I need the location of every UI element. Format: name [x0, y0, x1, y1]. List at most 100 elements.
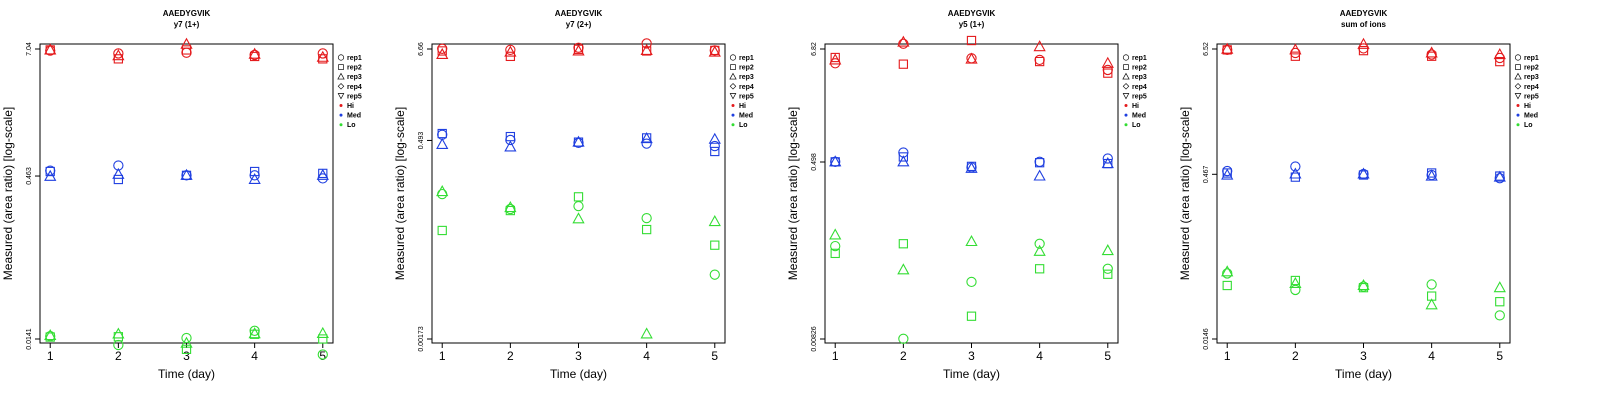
- series-med-rep3: [44, 167, 329, 185]
- data-point: [181, 344, 192, 354]
- x-tick-label: 3: [968, 349, 975, 363]
- data-point: [316, 168, 329, 180]
- data-point: [1290, 51, 1301, 61]
- legend-marker: [1515, 64, 1521, 70]
- chart-title: AAEDYGVIK: [948, 9, 996, 18]
- legend-marker: [337, 93, 345, 100]
- data-point: [1221, 168, 1234, 180]
- data-point: [112, 327, 125, 339]
- series-hi-rep3: [436, 43, 721, 60]
- data-point: [1493, 170, 1506, 182]
- data-point: [1033, 169, 1046, 181]
- y-tick-label: 0.498: [811, 153, 818, 171]
- legend-marker: [1124, 113, 1128, 117]
- legend-label: rep5: [1132, 93, 1147, 100]
- legend-label: rep1: [347, 55, 362, 62]
- data-point: [504, 201, 517, 213]
- chart-title: AAEDYGVIK: [1340, 9, 1388, 18]
- legend-marker: [1123, 64, 1129, 70]
- data-point: [249, 166, 260, 177]
- data-point: [180, 168, 193, 180]
- data-point: [641, 38, 652, 49]
- series-lo-rep3: [829, 228, 1114, 275]
- data-point: [504, 140, 517, 152]
- data-point: [708, 45, 721, 57]
- legend-marker: [339, 123, 343, 127]
- x-tick-label: 1: [47, 349, 54, 363]
- data-point: [504, 45, 517, 57]
- x-tick-label: 4: [643, 349, 650, 363]
- y-tick-label: 7.04: [26, 42, 33, 56]
- legend-label: rep1: [739, 55, 754, 62]
- x-tick-label: 2: [900, 349, 907, 363]
- legend-label: rep4: [739, 84, 754, 91]
- data-point: [1289, 43, 1302, 55]
- legend-marker: [729, 72, 737, 80]
- data-point: [1102, 64, 1113, 76]
- legend-label: rep5: [347, 93, 362, 100]
- data-point: [436, 137, 449, 149]
- x-tick-label: 4: [1036, 349, 1043, 363]
- data-point: [44, 169, 57, 181]
- data-point: [316, 326, 329, 338]
- chart-title: AAEDYGVIK: [163, 9, 211, 18]
- series-hi-rep3: [44, 37, 329, 62]
- legend-shape: [337, 72, 345, 80]
- legend-marker: [1514, 72, 1522, 80]
- data-point: [573, 192, 584, 202]
- data-point: [572, 212, 585, 224]
- data-point: [966, 276, 977, 288]
- legend-label: rep5: [739, 93, 754, 100]
- y-tick-label: 0.0146: [1203, 328, 1210, 350]
- data-point: [1357, 278, 1370, 291]
- data-point: [1495, 56, 1505, 67]
- data-point: [1101, 244, 1114, 256]
- series-med-rep1: [437, 129, 720, 152]
- data-point: [1221, 265, 1234, 277]
- x-tick-label: 3: [1360, 349, 1367, 363]
- legend-label: Hi: [1132, 103, 1139, 110]
- data-point: [1034, 54, 1045, 66]
- series-med-rep3: [436, 132, 721, 152]
- legend-shape: [337, 83, 345, 90]
- data-point: [1425, 46, 1438, 58]
- data-point: [640, 43, 653, 55]
- series-lo-rep1: [437, 188, 720, 280]
- data-point: [965, 52, 978, 64]
- series-hi-rep1: [437, 38, 720, 56]
- data-point: [710, 146, 720, 157]
- legend-label: rep1: [1524, 55, 1539, 62]
- data-point: [709, 269, 720, 280]
- legend-shape: [1514, 72, 1522, 80]
- y-tick-label: 0.00826: [811, 326, 818, 351]
- x-axis-label: Time (day): [158, 367, 215, 381]
- data-point: [573, 200, 584, 212]
- data-point: [505, 44, 516, 56]
- legend-label: Hi: [1524, 103, 1531, 110]
- legend-shape: [1122, 83, 1130, 90]
- series-lo-rep2: [437, 192, 720, 250]
- legend-label: rep3: [1524, 74, 1539, 81]
- data-point: [1033, 244, 1046, 256]
- legend-marker: [339, 113, 343, 117]
- legend-label: Med: [347, 113, 361, 120]
- legend-label: rep3: [347, 74, 362, 81]
- legend-label: rep4: [1132, 84, 1147, 91]
- data-point: [708, 132, 721, 144]
- y-tick-label: 6.66: [418, 42, 425, 56]
- data-point: [641, 224, 652, 235]
- data-point: [317, 48, 328, 59]
- data-point: [1425, 298, 1438, 310]
- data-point: [966, 35, 977, 46]
- data-point: [317, 349, 328, 360]
- legend-marker: [730, 64, 736, 70]
- data-point: [965, 234, 978, 247]
- legend-marker: [1122, 93, 1130, 100]
- legend-marker: [1124, 123, 1128, 127]
- legend-marker: [337, 54, 345, 61]
- legend-marker: [338, 64, 344, 70]
- data-point: [1290, 284, 1301, 296]
- data-point: [965, 161, 978, 173]
- legend-marker: [1514, 83, 1522, 90]
